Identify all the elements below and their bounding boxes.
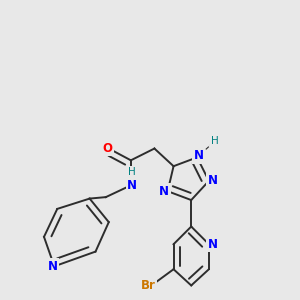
Text: O: O <box>102 142 112 155</box>
Text: N: N <box>194 149 204 162</box>
Text: N: N <box>207 238 218 251</box>
Text: Br: Br <box>141 279 156 292</box>
Text: N: N <box>48 260 58 273</box>
Text: H: H <box>211 136 219 146</box>
Text: N: N <box>207 174 218 188</box>
Text: H: H <box>128 167 136 177</box>
Text: N: N <box>159 185 169 198</box>
Text: N: N <box>127 179 137 192</box>
